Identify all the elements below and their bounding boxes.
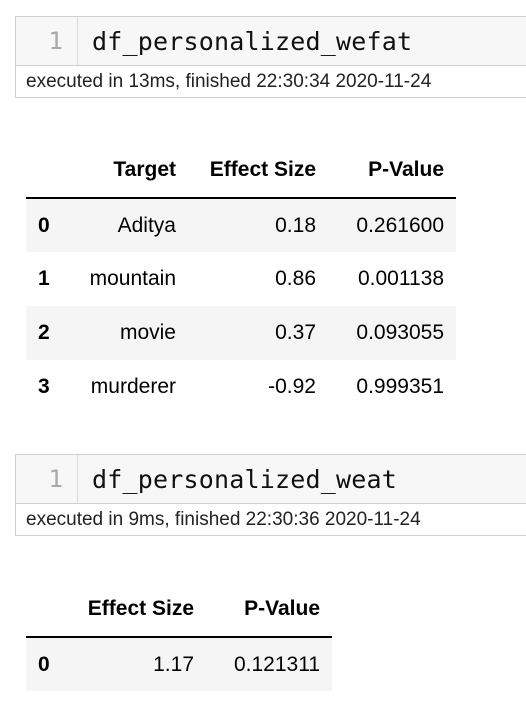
column-header: Effect Size [209,158,316,181]
column-header: P-Value [368,158,444,181]
cell-effect-size: 1.17 [153,652,194,676]
cell-effect-size: -0.92 [268,375,316,398]
cell-target: movie [119,321,176,344]
code-input-2[interactable]: 1 df_personalized_weat [15,454,526,504]
column-header: Effect Size [87,597,194,620]
cell-p-value: 0.999351 [356,375,444,398]
code-input-1[interactable]: 1 df_personalized_wefat [15,16,526,66]
column-header: Target [113,158,176,181]
cell-target: murderer [90,375,176,398]
code-cell-1[interactable]: 1 df_personalized_wefat executed in 13ms… [15,16,526,98]
cell-effect-size: 0.86 [275,267,316,290]
table-row: 1 mountain 0.86 0.001138 [26,252,456,306]
cell-effect-size: 0.37 [275,321,316,344]
row-index: 1 [38,267,50,290]
row-index: 0 [38,213,50,237]
table-row: 3 murderer -0.92 0.999351 [26,360,456,414]
row-index: 0 [38,652,50,676]
cell-p-value: 0.121311 [233,652,320,676]
table-row: 2 movie 0.37 0.093055 [26,306,456,360]
table-row: 0 1.17 0.121311 [26,637,332,691]
cell-p-value: 0.261600 [356,213,444,237]
row-index: 3 [38,375,50,398]
table-header-row: Target Effect Size P-Value [26,143,456,198]
execution-info: executed in 9ms, finished 22:30:36 2020-… [15,504,526,536]
row-index: 2 [38,321,50,344]
dataframe-weat: Effect Size P-Value 0 1.17 0.121311 [26,582,332,691]
cell-effect-size: 0.18 [275,213,316,237]
table-row: 0 Aditya 0.18 0.261600 [26,198,456,252]
execution-info: executed in 13ms, finished 22:30:34 2020… [15,66,526,98]
index-header [26,582,66,637]
line-number: 1 [16,17,78,65]
index-header [26,143,66,198]
dataframe-wefat: Target Effect Size P-Value 0 Aditya 0.18… [26,143,456,414]
cell-p-value: 0.093055 [356,321,444,344]
cell-target: mountain [89,267,176,290]
table-header-row: Effect Size P-Value [26,582,332,637]
line-number: 1 [16,455,78,503]
code-text[interactable]: df_personalized_weat [92,464,398,494]
code-cell-2[interactable]: 1 df_personalized_weat executed in 9ms, … [15,454,526,536]
cell-p-value: 0.001138 [357,267,444,290]
cell-target: Aditya [117,213,176,237]
code-text[interactable]: df_personalized_wefat [92,26,413,56]
column-header: P-Value [244,597,320,620]
